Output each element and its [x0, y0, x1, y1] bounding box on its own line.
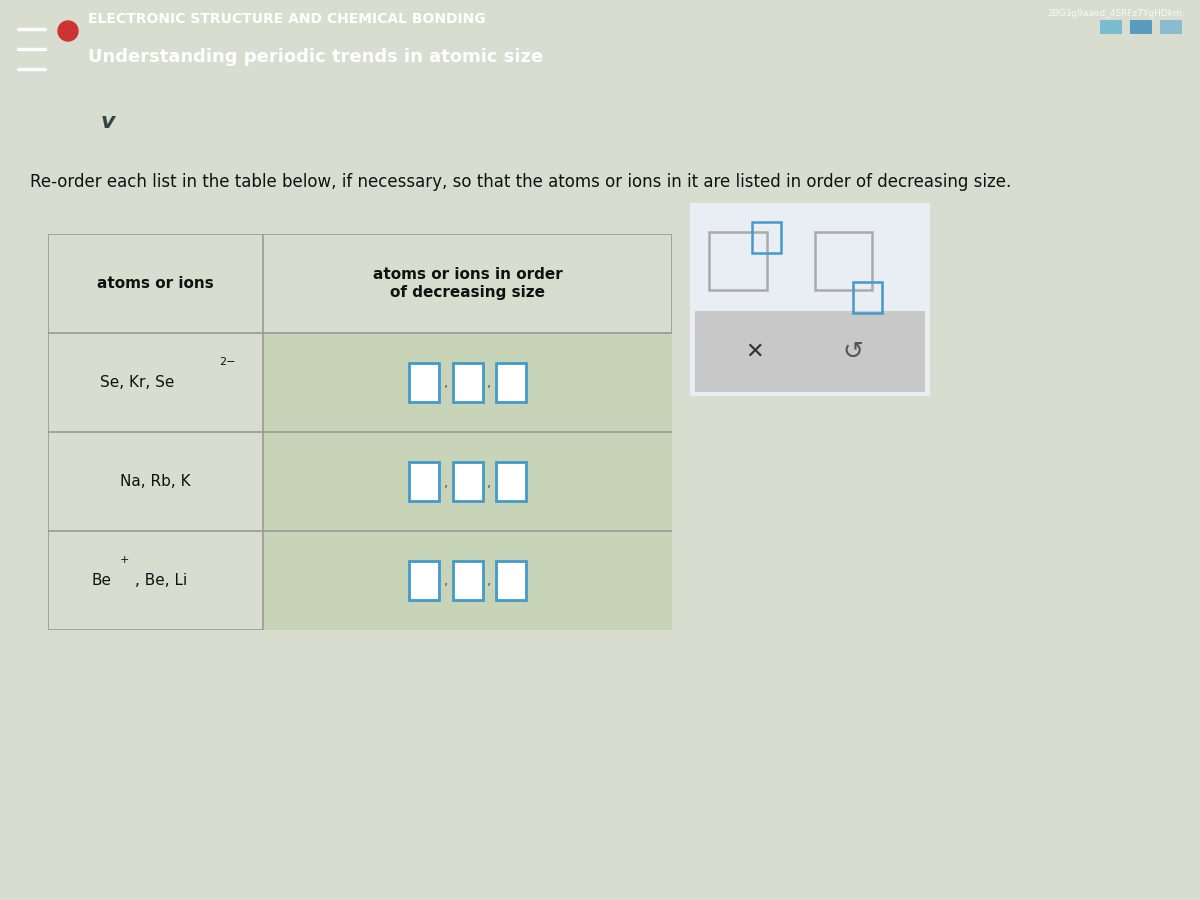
- Text: ,: ,: [487, 375, 492, 390]
- Text: ✕: ✕: [745, 341, 764, 362]
- Bar: [497, 363, 527, 402]
- Bar: [815, 231, 872, 290]
- Circle shape: [58, 21, 78, 41]
- Bar: [409, 462, 439, 501]
- Text: ,: ,: [444, 375, 448, 390]
- Bar: [853, 282, 882, 313]
- Text: Be: Be: [91, 573, 112, 588]
- Text: , Be, Li: , Be, Li: [136, 573, 187, 588]
- Bar: [409, 363, 439, 402]
- FancyBboxPatch shape: [688, 201, 932, 398]
- Text: ,: ,: [487, 573, 492, 588]
- Text: Re-order each list in the table below, if necessary, so that the atoms or ions i: Re-order each list in the table below, i…: [30, 173, 1012, 192]
- Bar: [263, 333, 672, 432]
- Text: 2−: 2−: [220, 357, 235, 367]
- Text: ,: ,: [444, 573, 448, 588]
- Text: 2BG3g9aaed_4SRFz7YgHDkm.: 2BG3g9aaed_4SRFz7YgHDkm.: [1048, 9, 1186, 18]
- Bar: [497, 561, 527, 600]
- Text: atoms or ions in order
of decreasing size: atoms or ions in order of decreasing siz…: [373, 267, 563, 300]
- Bar: [709, 231, 767, 290]
- Text: ,: ,: [444, 474, 448, 489]
- Text: ↺: ↺: [842, 339, 864, 364]
- Text: +: +: [120, 555, 130, 565]
- Text: v: v: [101, 112, 115, 131]
- Text: ELECTRONIC STRUCTURE AND CHEMICAL BONDING: ELECTRONIC STRUCTURE AND CHEMICAL BONDIN…: [88, 12, 486, 26]
- Text: Na, Rb, K: Na, Rb, K: [120, 474, 191, 489]
- Bar: [452, 561, 482, 600]
- Bar: [695, 310, 925, 392]
- Bar: [1100, 20, 1122, 34]
- Bar: [1130, 20, 1152, 34]
- Bar: [752, 221, 781, 253]
- Bar: [409, 561, 439, 600]
- Bar: [497, 462, 527, 501]
- Bar: [452, 462, 482, 501]
- Bar: [263, 531, 672, 630]
- Bar: [452, 363, 482, 402]
- Text: Understanding periodic trends in atomic size: Understanding periodic trends in atomic …: [88, 48, 544, 66]
- Bar: [1160, 20, 1182, 34]
- Text: Se, Kr, Se: Se, Kr, Se: [100, 375, 174, 390]
- Text: ,: ,: [487, 474, 492, 489]
- Text: atoms or ions: atoms or ions: [97, 276, 214, 291]
- Bar: [263, 432, 672, 531]
